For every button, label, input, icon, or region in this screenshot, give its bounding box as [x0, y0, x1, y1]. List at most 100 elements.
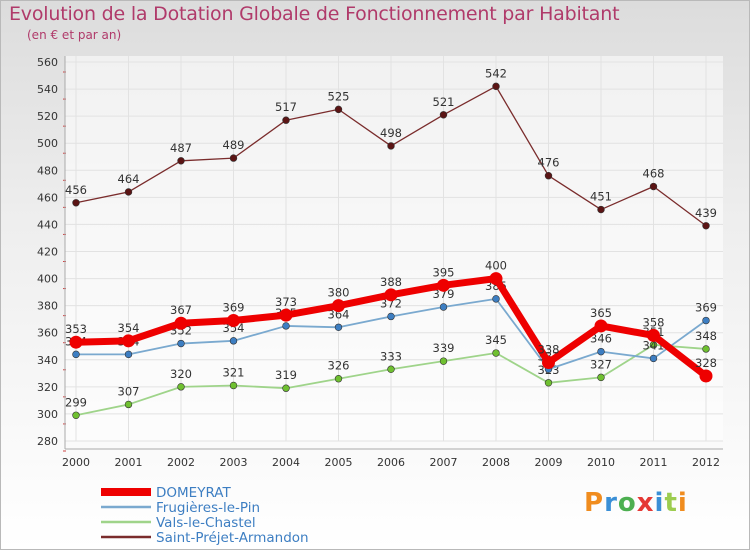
- data-point: [177, 157, 185, 165]
- x-tick-label: 2006: [377, 456, 405, 469]
- data-point: [492, 349, 500, 357]
- data-label: 521: [433, 95, 455, 109]
- data-point: [72, 199, 80, 207]
- x-tick-label: 2003: [220, 456, 248, 469]
- data-point: [387, 312, 395, 321]
- data-label: 489: [223, 138, 245, 152]
- y-tick-label: 280: [37, 435, 58, 448]
- data-point: [282, 322, 290, 330]
- data-point: [282, 116, 290, 124]
- data-point: [122, 334, 135, 348]
- y-tick-label: 460: [37, 191, 58, 204]
- data-label: 348: [695, 329, 717, 343]
- data-point: [702, 345, 710, 353]
- data-label: 333: [380, 349, 402, 363]
- data-point: [437, 278, 450, 292]
- legend-label: DOMEYRAT: [156, 485, 231, 501]
- data-point: [492, 82, 500, 91]
- x-tick-label: 2002: [167, 456, 195, 469]
- data-point: [439, 111, 448, 119]
- data-label: 346: [590, 332, 612, 346]
- data-label: 468: [643, 167, 665, 181]
- data-label: 464: [118, 172, 140, 186]
- data-point: [544, 172, 553, 180]
- data-label: 319: [275, 368, 297, 382]
- data-label: 364: [328, 307, 350, 321]
- data-point: [544, 379, 553, 387]
- data-label: 327: [590, 357, 612, 371]
- data-label: 379: [433, 287, 455, 301]
- data-label: 326: [328, 359, 350, 373]
- data-point: [699, 369, 713, 383]
- x-tick-label: 2008: [482, 456, 510, 469]
- series-saint-pr-jet-armandon: 456 464 487 489 517 525 498 521 542 476 451 468 439: [65, 66, 717, 230]
- data-point: [597, 205, 605, 214]
- x-tick-label: 2009: [535, 456, 563, 469]
- data-label: 367: [170, 303, 192, 317]
- data-point: [69, 335, 83, 349]
- y-tick-label: 500: [37, 137, 58, 150]
- y-tick-label: 400: [37, 273, 58, 286]
- x-tick-label: 2000: [62, 456, 90, 469]
- data-label: 354: [118, 321, 140, 335]
- data-label: 439: [695, 206, 717, 220]
- data-point: [384, 288, 398, 302]
- data-point: [439, 303, 448, 311]
- data-label: 321: [223, 366, 245, 380]
- data-label: 373: [275, 295, 297, 309]
- data-label: 320: [170, 367, 192, 381]
- data-label: 369: [223, 301, 245, 315]
- data-label: 299: [65, 395, 87, 409]
- data-point: [489, 272, 503, 286]
- data-point: [439, 357, 448, 365]
- data-point: [334, 375, 343, 383]
- data-point: [72, 350, 80, 359]
- x-tick-label: 2011: [640, 456, 668, 469]
- data-label: 395: [433, 265, 455, 279]
- data-point: [124, 350, 133, 359]
- data-point: [597, 347, 605, 356]
- legend-label: Frugières-le-Pin: [156, 500, 260, 516]
- data-label: 328: [695, 356, 717, 370]
- y-tick-label: 320: [37, 381, 58, 394]
- x-tick-label: 2012: [692, 456, 720, 469]
- y-tick-label: 380: [37, 300, 58, 313]
- data-point: [177, 339, 185, 348]
- data-point: [72, 411, 80, 419]
- y-tick-label: 540: [37, 83, 58, 96]
- data-point: [227, 314, 240, 328]
- x-tick-label: 2010: [587, 456, 615, 469]
- data-label: 451: [590, 190, 612, 204]
- data-label: 372: [380, 296, 402, 310]
- chart-subtitle: (en € et par an): [27, 28, 122, 42]
- data-point: [594, 319, 608, 333]
- data-label: 525: [328, 89, 350, 103]
- data-point: [542, 355, 555, 369]
- data-point: [597, 373, 605, 382]
- data-label: 388: [380, 275, 402, 289]
- y-tick-label: 360: [37, 327, 58, 340]
- y-tick-label: 480: [37, 164, 58, 177]
- data-point: [174, 316, 188, 330]
- x-tick-label: 2005: [325, 456, 353, 469]
- y-tick-label: 560: [37, 56, 58, 69]
- x-tick-label: 2004: [272, 456, 300, 469]
- data-point: [334, 105, 343, 114]
- data-point: [334, 323, 343, 331]
- data-point: [649, 354, 658, 363]
- data-label: 542: [485, 66, 507, 80]
- proxiti-logo: Proxiti: [584, 488, 688, 518]
- data-point: [279, 308, 293, 322]
- data-label: 498: [380, 126, 402, 140]
- data-label: 517: [275, 100, 297, 114]
- x-tick-label: 2007: [430, 456, 458, 469]
- legend-item: Frugières-le-Pin: [101, 500, 260, 516]
- data-label: 307: [118, 384, 140, 398]
- data-label: 487: [170, 141, 192, 155]
- data-point: [177, 383, 185, 391]
- data-label: 358: [643, 315, 665, 329]
- data-point: [282, 384, 290, 392]
- data-point: [649, 182, 658, 191]
- data-point: [702, 222, 710, 230]
